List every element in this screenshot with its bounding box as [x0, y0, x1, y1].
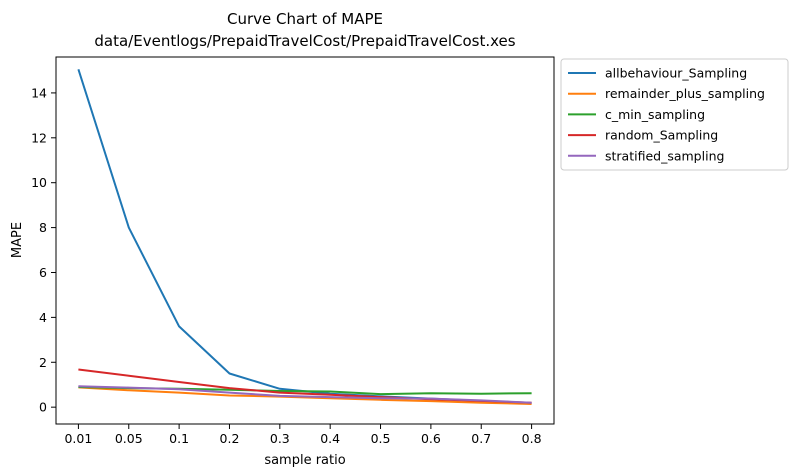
x-tick-label: 0.2	[220, 431, 240, 446]
x-tick-label: 0.7	[471, 431, 491, 446]
y-tick-label: 8	[39, 220, 47, 235]
chart-title-line2: data/Eventlogs/PrepaidTravelCost/Prepaid…	[94, 32, 515, 50]
y-axis-label: MAPE	[10, 222, 25, 258]
legend-label: random_Sampling	[605, 128, 718, 143]
y-tick-label: 6	[39, 265, 47, 280]
x-tick-label: 0.1	[169, 431, 189, 446]
legend-label: stratified_sampling	[605, 148, 724, 163]
legend-label: c_min_sampling	[605, 107, 705, 122]
x-tick-label: 0.01	[64, 431, 92, 446]
y-tick-label: 0	[39, 400, 47, 415]
x-axis: 0.01 0.05 0.1 0.2 0.3 0.4 0.5 0.6 0.7 0.8	[64, 424, 542, 446]
x-axis-label: sample ratio	[264, 453, 345, 468]
legend: allbehaviour_Sampling remainder_plus_samp…	[560, 58, 789, 171]
x-tick-label: 0.5	[371, 431, 391, 446]
y-tick-label: 4	[39, 310, 47, 325]
x-tick-label: 0.6	[421, 431, 441, 446]
chart-title-line1: Curve Chart of MAPE	[227, 10, 383, 28]
x-tick-label: 0.05	[115, 431, 143, 446]
legend-frame	[560, 58, 789, 171]
y-tick-label: 2	[39, 355, 47, 370]
x-tick-label: 0.8	[522, 431, 542, 446]
x-tick-label: 0.3	[270, 431, 290, 446]
y-axis: 0 2 4 6 8 10 12 14	[31, 85, 56, 415]
y-tick-label: 10	[31, 175, 47, 190]
y-tick-label: 14	[31, 85, 47, 100]
legend-label: remainder_plus_sampling	[605, 86, 765, 101]
legend-label: allbehaviour_Sampling	[605, 66, 747, 81]
series-line-stratified-sampling	[78, 385, 532, 404]
series-line-allbehaviour-sampling	[77, 68, 532, 405]
series-lines	[77, 68, 532, 405]
plot-area-frame	[55, 56, 555, 425]
x-tick-label: 0.4	[320, 431, 340, 446]
y-tick-label: 12	[31, 130, 47, 145]
